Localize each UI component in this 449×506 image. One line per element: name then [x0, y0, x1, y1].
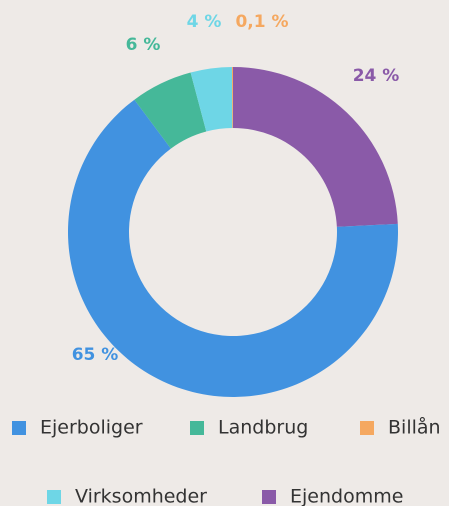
legend-swatch [262, 490, 276, 504]
value-label: 24 % [353, 66, 400, 86]
legend-label: Billån [388, 416, 441, 439]
legend-label: Landbrug [218, 417, 308, 439]
donut-slice [67, 99, 398, 398]
value-label: 6 % [126, 35, 161, 55]
legend-swatch [12, 421, 26, 435]
donut-slice [231, 67, 233, 129]
legend-label: Ejendomme [290, 486, 403, 506]
value-label: 65 % [72, 345, 119, 365]
legend-swatch [47, 490, 61, 504]
donut-slice [134, 72, 207, 149]
legend-label: Virksomheder [75, 486, 207, 506]
value-label: 0,1 % [235, 12, 288, 32]
legend-swatch [360, 421, 374, 435]
donut-slice [233, 67, 398, 227]
legend-label: Ejerboliger [40, 417, 143, 439]
legend-swatch [190, 421, 204, 435]
donut-slice [190, 67, 233, 132]
value-label: 4 % [187, 12, 222, 32]
